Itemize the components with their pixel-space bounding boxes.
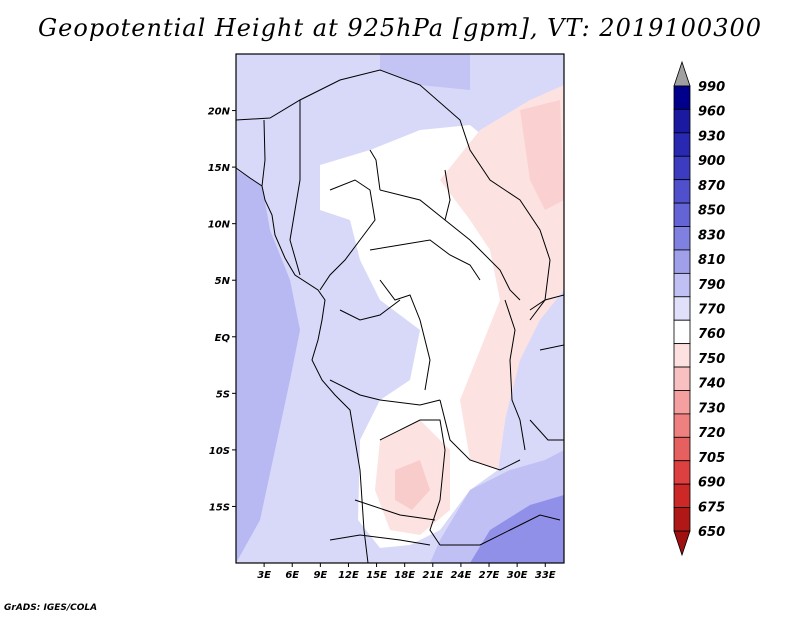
lon-tick-label: 15E [366,570,387,581]
colorbar-swatch [673,413,691,438]
colorbar-bottom-arrow [673,530,691,557]
map-frame [235,53,565,564]
colorbar-swatch [673,507,691,532]
colorbar-label: 650 [698,525,725,540]
lon-tick-label: 27E [479,570,500,581]
field-band-790-north [380,54,470,90]
colorbar-label: 810 [698,253,725,268]
colorbar-swatch [673,366,691,391]
lat-tick-label: 5S [216,389,230,400]
colorbar-swatch [673,132,691,157]
lon-tick-label: 24E [451,570,472,581]
lon-ticks: 3E 6E 9E 12E 15E 18E 21E 24E 27E 30E 33E [257,563,556,581]
colorbar-label: 675 [698,500,725,515]
colorbar-label: 830 [698,228,725,243]
field-band-790-ocean [236,170,300,563]
colorbar-swatch [673,272,691,298]
height-field [236,54,564,563]
colorbar-label: 900 [698,154,725,169]
colorbar-swatch [673,202,691,227]
lon-tick-label: 6E [285,570,299,581]
colorbar-label: 960 [698,105,725,120]
lat-tick-label: 5N [215,276,231,287]
colorbar-label: 870 [698,179,725,194]
lon-tick-label: 33E [535,570,556,581]
colorbar-swatch [673,226,691,251]
colorbar-label: 990 [698,80,725,95]
colorbar-label: 770 [698,303,725,318]
lon-tick-label: 12E [338,570,359,581]
colorbar-swatch [673,436,691,462]
colorbar-label: 740 [698,377,725,392]
colorbar-swatch [673,460,691,485]
lon-tick-label: 18E [394,570,415,581]
colorbar: 990 960 930 900 870 850 830 810 790 770 760 750 740 7… [673,60,725,557]
colorbar-swatch [673,483,691,508]
lon-tick-label: 30E [507,570,528,581]
colorbar-label: 930 [698,129,725,144]
field-band-740-south [395,460,430,510]
colorbar-label: 730 [698,401,725,416]
colorbar-top-arrow [673,60,691,87]
colorbar-swatch [673,179,691,204]
lat-tick-label: 15N [208,163,231,174]
lat-tick-label: 10S [209,446,230,457]
colorbar-label: 760 [698,327,725,342]
lat-tick-label: EQ [215,333,231,344]
lat-tick-label: 20N [208,107,231,118]
colorbar-swatch [673,390,691,415]
colorbar-label: 705 [698,451,725,466]
lon-tick-label: 21E [422,570,443,581]
colorbar-label: 790 [698,278,725,293]
colorbar-label: 690 [698,476,725,491]
colorbar-swatch [673,109,691,134]
lon-tick-label: 9E [313,570,327,581]
map-title: Geopotential Height at 925hPa [gpm], VT:… [38,14,762,42]
lat-ticks: 20N 15N 10N 5N EQ 5S 10S 15S [208,107,236,513]
lat-tick-label: 10N [208,220,231,231]
colorbar-swatch [673,155,691,181]
colorbar-swatch [673,296,691,321]
country-borders [236,69,564,563]
colorbar-swatch [673,249,691,274]
colorbar-swatch [673,319,691,345]
field-band-740-east [520,100,564,210]
colorbar-label: 750 [698,352,725,367]
colorbar-swatch [673,85,691,110]
footer-credit: GrADS: IGES/COLA [4,603,98,613]
colorbar-label: 720 [698,426,725,441]
colorbar-label: 850 [698,204,725,219]
lon-tick-label: 3E [257,570,271,581]
lat-tick-label: 15S [209,502,230,513]
field-band-810-southeast [470,495,564,563]
colorbar-swatch [673,343,691,368]
